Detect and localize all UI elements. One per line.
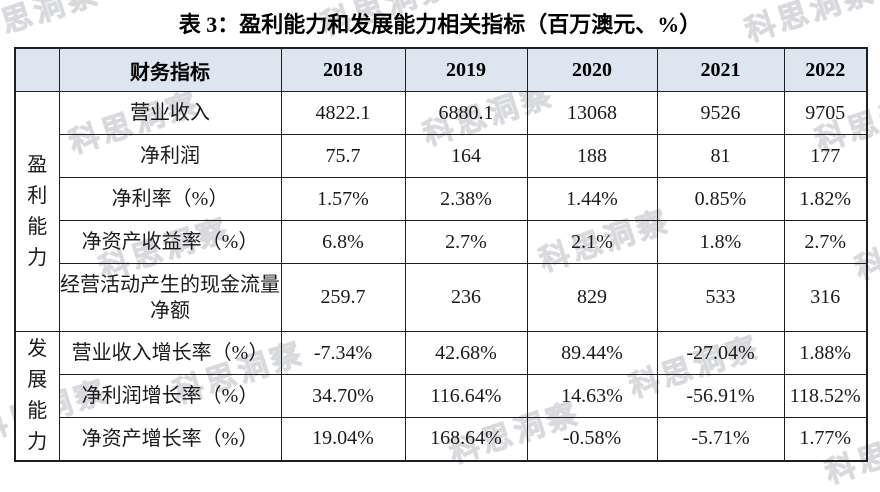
value-cell: 14.63% [526, 374, 658, 418]
value-cell: 2.7% [783, 220, 868, 264]
value-cell: 1.88% [783, 331, 868, 375]
value-cell: 1.8% [656, 220, 785, 264]
table-row: 经营活动产生的现金流量净额 259.7 236 829 533 316 [15, 263, 868, 332]
value-cell: 1.77% [783, 417, 868, 461]
value-cell: 2.7% [404, 220, 528, 264]
value-cell: -56.91% [656, 374, 785, 418]
value-cell: 81 [656, 134, 785, 178]
value-cell: 42.68% [404, 331, 528, 375]
metric-label-cell: 净利率（%） [58, 177, 282, 221]
value-cell: 2.38% [404, 177, 528, 221]
value-cell: 1.44% [526, 177, 658, 221]
value-cell: 9705 [783, 91, 868, 135]
metric-label-cell: 净资产收益率（%） [58, 220, 282, 264]
table-row: 净利润 75.7 164 188 81 177 [15, 134, 868, 178]
header-year-2020: 2020 [526, 47, 658, 92]
financial-indicators-table: 财务指标 2018 2019 2020 2021 2022 盈利能力 营业收入 … [14, 47, 868, 462]
value-cell: 89.44% [526, 331, 658, 375]
value-cell: 829 [526, 263, 658, 332]
value-cell: 177 [783, 134, 868, 178]
value-cell: 236 [404, 263, 528, 332]
header-row: 财务指标 2018 2019 2020 2021 2022 [14, 47, 868, 92]
value-cell: 116.64% [404, 374, 528, 418]
table-row: 净资产增长率（%） 19.04% 168.64% -0.58% -5.71% 1… [15, 417, 868, 461]
header-corner-cell [14, 47, 60, 92]
table-row: 净利润增长率（%） 34.70% 116.64% 14.63% -56.91% … [15, 374, 868, 418]
metric-label-cell: 营业收入增长率（%） [58, 331, 282, 375]
value-cell: 2.1% [526, 220, 658, 264]
table-row: 净资产收益率（%） 6.8% 2.7% 2.1% 1.8% 2.7% [15, 220, 868, 264]
value-cell: 533 [656, 263, 785, 332]
header-year-2021: 2021 [656, 47, 785, 92]
value-cell: 168.64% [404, 417, 528, 461]
header-year-2018: 2018 [280, 47, 406, 92]
table-row: 发展能力 营业收入增长率（%） -7.34% 42.68% 89.44% -27… [14, 331, 868, 461]
value-cell: 75.7 [280, 134, 406, 178]
value-cell: 4822.1 [280, 91, 406, 135]
metric-label-cell: 经营活动产生的现金流量净额 [58, 263, 282, 332]
value-cell: 164 [404, 134, 528, 178]
value-cell: 316 [783, 263, 868, 332]
value-cell: 19.04% [280, 417, 406, 461]
value-cell: 118.52% [783, 374, 868, 418]
value-cell: 6.8% [280, 220, 406, 264]
value-cell: -5.71% [656, 417, 785, 461]
group-label-development: 发展能力 [14, 331, 60, 461]
header-year-2019: 2019 [404, 47, 528, 92]
group-label-profitability: 盈利能力 [14, 91, 60, 332]
metric-label-cell: 净利润增长率（%） [58, 374, 282, 418]
value-cell: -0.58% [526, 417, 658, 461]
value-cell: 0.85% [656, 177, 785, 221]
header-year-2022: 2022 [783, 47, 868, 92]
value-cell: 1.82% [783, 177, 868, 221]
value-cell: 9526 [656, 91, 785, 135]
group-label-text: 盈利能力 [27, 153, 48, 269]
value-cell: 259.7 [280, 263, 406, 332]
value-cell: -7.34% [280, 331, 406, 375]
metric-label-cell: 净资产增长率（%） [58, 417, 282, 461]
group-label-text: 发展能力 [27, 337, 48, 453]
metric-label-cell: 营业收入 [58, 91, 282, 135]
header-indicator-cell: 财务指标 [58, 47, 282, 92]
table-row: 净利率（%） 1.57% 2.38% 1.44% 0.85% 1.82% [15, 177, 868, 221]
value-cell: -27.04% [656, 331, 785, 375]
value-cell: 1.57% [280, 177, 406, 221]
value-cell: 188 [526, 134, 658, 178]
value-cell: 13068 [526, 91, 658, 135]
value-cell: 34.70% [280, 374, 406, 418]
table-title: 表 3：盈利能力和发展能力相关指标（百万澳元、%） [178, 12, 702, 37]
table-row: 盈利能力 营业收入 4822.1 6880.1 13068 9526 9705 [14, 91, 868, 332]
metric-label-cell: 净利润 [58, 134, 282, 178]
value-cell: 6880.1 [404, 91, 528, 135]
